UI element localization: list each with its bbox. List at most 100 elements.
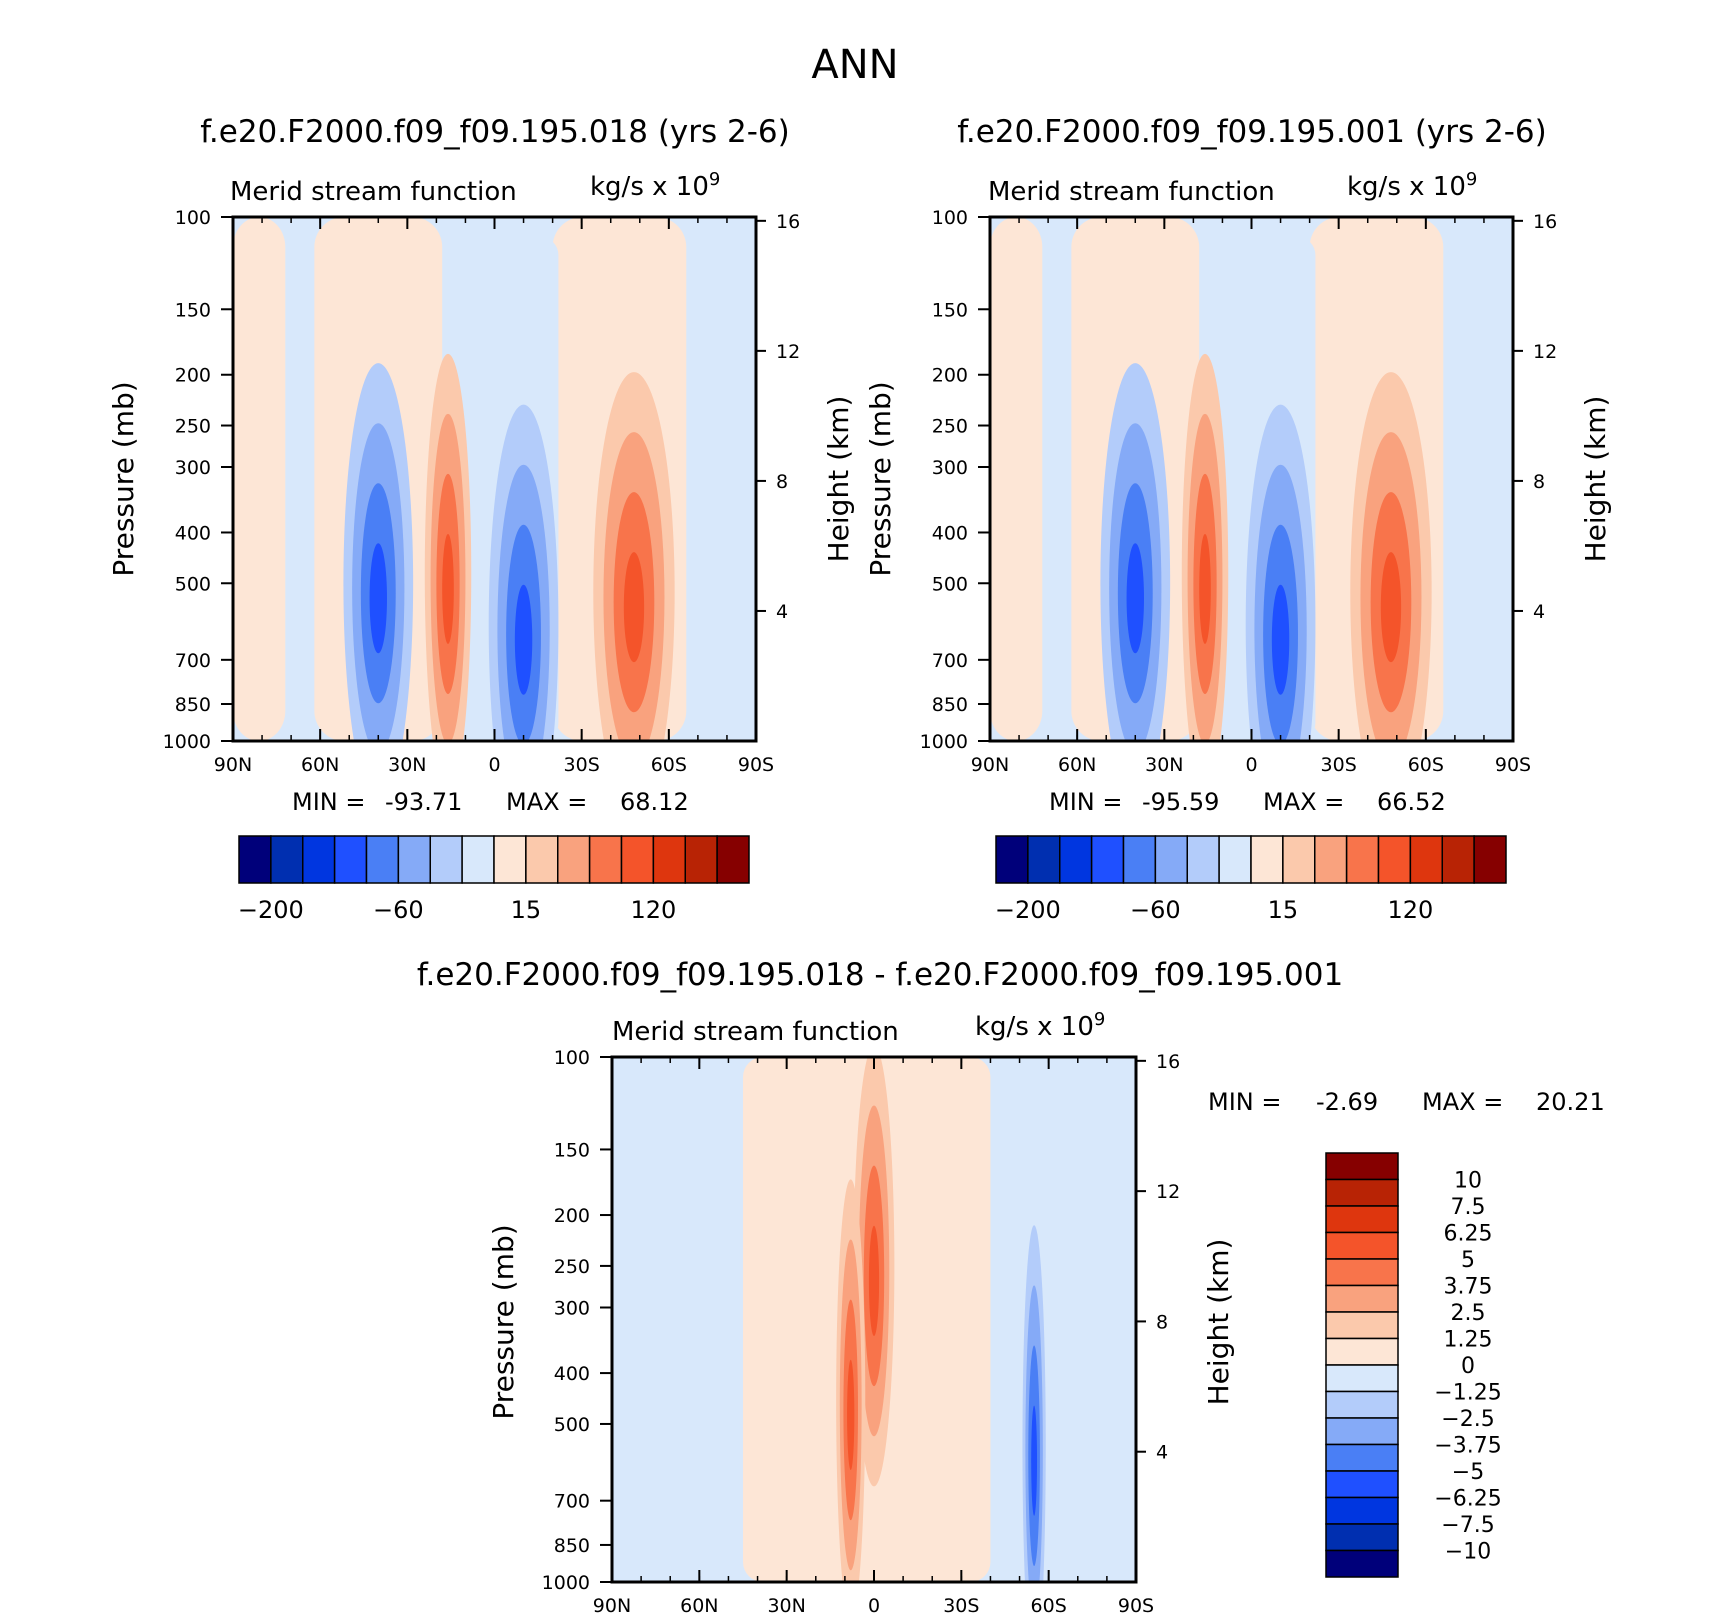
x-tick-label: 30N [1145, 754, 1183, 776]
panel-2-axes: 90N 60N 30N 0 30S 60S 90S 100 150 200 250 300 400 500… [920, 207, 1558, 776]
colorbar-box [429, 835, 463, 884]
colorbar-box [1325, 1311, 1399, 1340]
x-tick-label: 60N [680, 1595, 718, 1617]
colorbar-box [525, 835, 559, 884]
y-tick-label: 300 [554, 1297, 590, 1319]
y-tick-label: 850 [175, 694, 211, 716]
x-tick-label: 60S [1408, 754, 1444, 776]
colorbar-box [1218, 835, 1252, 884]
panel-3-axes: 90N 60N 30N 0 30S 60S 90S 100 150 200 250 300 400 500… [542, 1047, 1181, 1617]
colorbar-label: −60 [373, 896, 424, 924]
y-tick-label: 500 [932, 573, 968, 595]
panel-2-min-value: -95.59 [1142, 788, 1219, 816]
hadley-north-cell-level-3 [1199, 533, 1211, 644]
lower-equatorial-positive-level-3 [847, 1359, 855, 1471]
colorbar-label: 2.5 [1451, 1301, 1486, 1326]
colorbar-box [588, 835, 623, 884]
panel-3-y-axis-label: Pressure (mb) [487, 1224, 520, 1419]
panel-3-min-label: MIN = [1208, 1088, 1281, 1116]
colorbar-label: 15 [1268, 896, 1299, 924]
colorbar-label: 7.5 [1451, 1195, 1486, 1220]
colorbar-label: 120 [1387, 896, 1433, 924]
panel-3-y-axis-right-label: Height (km) [1202, 1239, 1235, 1406]
colorbar-label: −200 [238, 896, 304, 924]
panel-3-variable: Merid stream function [612, 1017, 899, 1047]
panel-3-stats: MIN = -2.69 MAX = 20.21 [1208, 1088, 1605, 1116]
panel-2-variable: Merid stream function [988, 177, 1275, 207]
contour-layers [612, 1057, 1136, 1582]
panel-1-stats: MIN = -93.71 MAX = 68.12 [292, 788, 689, 816]
colorbar-label: −2.5 [1441, 1407, 1494, 1432]
colorbar-label: 5 [1461, 1248, 1475, 1273]
height-tick-label: 4 [776, 601, 788, 623]
hadley-south-cell-level-3 [1271, 584, 1290, 695]
hadley-south-cell-level-3 [514, 584, 533, 695]
colorbar-label: 1.25 [1444, 1328, 1493, 1353]
colorbar-label: −10 [1445, 1540, 1491, 1565]
colorbar-box [270, 835, 304, 884]
page-title: ANN [811, 42, 898, 88]
panel-2-max-value: 66.52 [1377, 788, 1446, 816]
panel-2-max-label: MAX = [1263, 788, 1344, 816]
x-tick-label: 90N [593, 1595, 631, 1617]
contour-layers [990, 217, 1513, 741]
colorbar-box [1325, 1443, 1399, 1472]
colorbar-box [1325, 1523, 1399, 1552]
colorbar-box [1325, 1549, 1399, 1578]
colorbar-box [1325, 1337, 1399, 1366]
contour-layers [233, 217, 756, 741]
colorbar-box [1325, 1417, 1399, 1446]
x-tick-label: 60S [651, 754, 687, 776]
colorbar-box [1377, 835, 1412, 884]
x-tick-label: 90S [1495, 754, 1531, 776]
panel-1-units: kg/s x 109 [590, 169, 720, 202]
x-tick-label: 90S [1118, 1595, 1154, 1617]
panel-3-max-label: MAX = [1422, 1088, 1503, 1116]
colorbar-box [1345, 835, 1380, 884]
panel-1-y-axis-label: Pressure (mb) [107, 381, 140, 576]
colorbar-box [333, 835, 368, 884]
colorbar-box [1325, 1390, 1399, 1419]
colorbar-box [1090, 835, 1125, 884]
y-tick-label: 100 [175, 207, 211, 229]
colorbar-box [1473, 835, 1507, 884]
hadley-north-cell-level-3 [442, 533, 454, 644]
y-tick-label: 300 [932, 457, 968, 479]
colorbar-box [1409, 835, 1443, 884]
panel-1-contour-field [233, 217, 756, 741]
colorbar-box [397, 835, 431, 884]
panel-3-title: f.e20.F2000.f09_f09.195.018 - f.e20.F200… [417, 957, 1343, 993]
positive-band-0 [233, 217, 286, 741]
y-tick-label: 400 [554, 1363, 590, 1385]
x-tick-label: 0 [488, 754, 500, 776]
colorbar-box [1027, 835, 1061, 884]
colorbar-box [461, 835, 495, 884]
colorbar-label: 0 [1461, 1354, 1475, 1379]
colorbar-label: −200 [995, 896, 1061, 924]
colorbar-label: 10 [1454, 1169, 1482, 1194]
height-tick-label: 16 [1533, 211, 1557, 233]
panel-2-colorbar: −200 −60 15 120 [995, 835, 1507, 924]
colorbar-box [1154, 835, 1188, 884]
colorbar-label: −60 [1130, 896, 1181, 924]
panel-2-title: f.e20.F2000.f09_f09.195.001 (yrs 2-6) [957, 114, 1547, 150]
panel-2-y-axis-right-label: Height (km) [1579, 396, 1612, 563]
y-tick-label: 1000 [920, 731, 968, 753]
panel-3-max-value: 20.21 [1536, 1088, 1605, 1116]
height-tick-label: 8 [1533, 471, 1545, 493]
y-tick-label: 500 [175, 573, 211, 595]
x-tick-label: 90N [214, 754, 252, 776]
y-tick-label: 400 [175, 522, 211, 544]
upper-equatorial-positive-level-3 [868, 1225, 880, 1337]
x-tick-label: 90S [738, 754, 774, 776]
y-tick-label: 200 [932, 365, 968, 387]
panel-2: f.e20.F2000.f09_f09.195.001 (yrs 2-6) Me… [864, 114, 1612, 924]
colorbar-label: −5 [1452, 1460, 1484, 1485]
colorbar-box [1325, 1205, 1399, 1234]
colorbar-label: 3.75 [1444, 1275, 1493, 1300]
ferrel-north-cell-level-3 [369, 543, 387, 654]
colorbar-label: −1.25 [1434, 1381, 1501, 1406]
height-tick-label: 16 [776, 211, 800, 233]
colorbar-label: −7.5 [1441, 1513, 1494, 1538]
